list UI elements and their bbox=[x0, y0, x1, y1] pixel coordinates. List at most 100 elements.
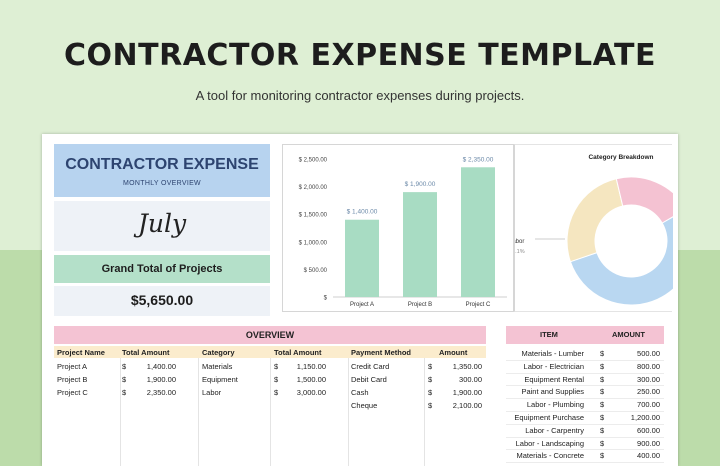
item-name-cell: Labor - Plumbing bbox=[526, 400, 584, 410]
item-amount-cell: 400.00 bbox=[637, 451, 660, 461]
month-value: July bbox=[137, 209, 187, 238]
currency-symbol: $ bbox=[428, 388, 433, 397]
currency-symbol: $ bbox=[600, 451, 605, 461]
currency-symbol: $ bbox=[600, 400, 605, 410]
summary-header: CONTRACTOR EXPENSE MONTHLY OVERVIEW bbox=[54, 144, 270, 197]
currency-symbol: $ bbox=[600, 387, 605, 397]
col-header-category-total: Total Amount bbox=[274, 348, 322, 357]
category-name-cell[interactable]: Labor bbox=[202, 388, 222, 397]
item-row[interactable]: Materials - Lumber $500.00 bbox=[506, 347, 664, 360]
project-name-cell[interactable]: Project B bbox=[57, 375, 88, 384]
column-divider bbox=[270, 358, 271, 466]
currency-symbol: $ bbox=[600, 374, 605, 384]
category-amount-cell[interactable]: 1,500.00 bbox=[296, 375, 326, 384]
bar-data-label: $ 1,900.00 bbox=[405, 181, 436, 188]
item-row[interactable]: Labor - Plumbing $700.00 bbox=[506, 398, 664, 411]
bar-chart-panel[interactable]: $ $ 500.00 $ 1,000.00 $ 1,500.00 $ 2,000.00 $… bbox=[282, 144, 514, 312]
item-row[interactable]: Labor - Landscaping $900.00 bbox=[506, 437, 664, 450]
item-name-cell: Equipment Purchase bbox=[514, 413, 584, 422]
category-name-cell[interactable]: Equipment bbox=[202, 375, 238, 384]
payment-method-cell[interactable]: Debit Card bbox=[351, 375, 387, 384]
project-amount-cell[interactable]: 1,400.00 bbox=[146, 362, 176, 371]
category-amount-cell[interactable]: 3,000.00 bbox=[296, 388, 326, 397]
summary-title: CONTRACTOR EXPENSE bbox=[65, 156, 259, 173]
grand-total-value: $5,650.00 bbox=[130, 292, 194, 308]
row-divider bbox=[506, 423, 664, 425]
currency-symbol: $ bbox=[428, 401, 433, 410]
grand-total-header: Grand Total of Projects bbox=[54, 255, 270, 283]
grand-total-label: Grand Total of Projects bbox=[101, 263, 223, 275]
item-name-cell: Materials - Concrete bbox=[516, 451, 584, 461]
item-name-cell: Labor - Electrician bbox=[523, 361, 584, 371]
column-divider bbox=[348, 358, 349, 466]
currency-symbol: $ bbox=[122, 388, 127, 397]
row-divider bbox=[506, 398, 664, 400]
currency-symbol: $ bbox=[428, 375, 433, 384]
overview-title: OVERVIEW bbox=[245, 330, 295, 340]
bar-data-label: $ 1,400.00 bbox=[347, 209, 378, 216]
donut-chart: Category Breakdown Labor 53.1% bbox=[509, 154, 696, 306]
y-tick-label: $ 1,500.00 bbox=[299, 213, 328, 219]
item-row[interactable]: Labor - Carpentry $600.00 bbox=[506, 424, 664, 437]
overview-column-headers: Project Name Total Amount Category Total… bbox=[54, 346, 486, 358]
project-amount-cell[interactable]: 2,350.00 bbox=[146, 388, 176, 397]
donut-slice bbox=[566, 178, 624, 263]
row-divider bbox=[506, 449, 664, 451]
item-row[interactable]: Materials - Concrete $400.00 bbox=[506, 449, 664, 462]
payment-amount-cell[interactable]: 2,100.00 bbox=[452, 401, 482, 410]
currency-symbol: $ bbox=[600, 361, 605, 371]
payment-method-cell[interactable]: Cash bbox=[351, 388, 369, 397]
item-row[interactable]: Paint and Supplies $250.00 bbox=[506, 385, 664, 398]
y-tick-label: $ 2,000.00 bbox=[299, 185, 328, 191]
item-row[interactable]: Equipment Rental $300.00 bbox=[506, 373, 664, 386]
column-divider bbox=[424, 358, 425, 466]
donut-title: Category Breakdown bbox=[588, 154, 653, 161]
project-amount-cell[interactable]: 1,900.00 bbox=[146, 375, 176, 384]
payment-amount-cell[interactable]: 300.00 bbox=[459, 375, 482, 384]
summary-subtitle: MONTHLY OVERVIEW bbox=[123, 180, 201, 187]
bar-chart: $ $ 500.00 $ 1,000.00 $ 1,500.00 $ 2,000.00 $… bbox=[299, 156, 507, 308]
payment-amount-cell[interactable]: 1,350.00 bbox=[452, 362, 482, 371]
category-name-cell[interactable]: Materials bbox=[202, 362, 233, 371]
row-divider bbox=[506, 385, 664, 387]
project-name-cell[interactable]: Project A bbox=[57, 362, 88, 371]
y-tick-label: $ 500.00 bbox=[304, 268, 328, 274]
currency-symbol: $ bbox=[428, 362, 433, 371]
item-name-cell: Materials - Lumber bbox=[521, 349, 584, 358]
x-tick-label: Project B bbox=[408, 302, 432, 308]
payment-method-cell[interactable]: Credit Card bbox=[351, 362, 390, 371]
slice-label: Labor bbox=[515, 239, 524, 245]
payment-method-cell[interactable]: Cheque bbox=[351, 401, 378, 410]
project-name-cell[interactable]: Project C bbox=[57, 388, 88, 397]
currency-symbol: $ bbox=[600, 349, 605, 358]
item-amount-cell: 700.00 bbox=[637, 400, 660, 410]
item-name-cell: Paint and Supplies bbox=[521, 387, 584, 397]
currency-symbol: $ bbox=[600, 413, 605, 422]
y-tick-label: $ 1,000.00 bbox=[299, 240, 328, 246]
col-header-amount: AMOUNT bbox=[612, 330, 645, 339]
row-divider bbox=[506, 372, 664, 374]
currency-symbol: $ bbox=[274, 362, 279, 371]
x-tick-label: Project A bbox=[350, 302, 374, 308]
donut-chart-panel[interactable]: Category Breakdown Labor 53.1% bbox=[509, 144, 696, 312]
col-header-payment-method: Payment Method bbox=[351, 348, 412, 357]
column-divider bbox=[198, 358, 199, 466]
month-cell[interactable]: July bbox=[54, 201, 270, 251]
category-amount-cell[interactable]: 1,150.00 bbox=[296, 362, 326, 371]
row-divider bbox=[506, 436, 664, 438]
currency-symbol: $ bbox=[122, 362, 127, 371]
item-name-cell: Equipment Rental bbox=[524, 374, 584, 384]
item-row[interactable]: Labor - Electrician $800.00 bbox=[506, 360, 664, 373]
overview-header: OVERVIEW bbox=[54, 326, 486, 344]
column-divider bbox=[120, 358, 121, 466]
item-amount-cell: 500.00 bbox=[637, 349, 660, 358]
item-amount-cell: 1,200.00 bbox=[630, 413, 660, 422]
col-header-category: Category bbox=[202, 348, 235, 357]
item-amount-cell: 600.00 bbox=[637, 425, 660, 435]
bar-data-label: $ 2,350.00 bbox=[463, 156, 494, 163]
col-header-project-total: Total Amount bbox=[122, 348, 170, 357]
payment-amount-cell[interactable]: 1,900.00 bbox=[452, 388, 482, 397]
grand-total-cell[interactable]: $5,650.00 bbox=[54, 286, 270, 316]
y-tick-label: $ 2,500.00 bbox=[299, 158, 328, 164]
item-row[interactable]: Equipment Purchase $1,200.00 bbox=[506, 411, 664, 424]
